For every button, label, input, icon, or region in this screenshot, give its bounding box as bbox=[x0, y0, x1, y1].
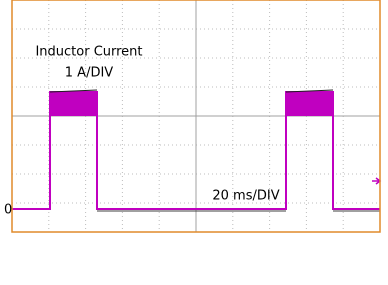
ripple-edge bbox=[285, 89, 334, 93]
scope-frame bbox=[11, 0, 381, 233]
ripple-edge bbox=[49, 89, 98, 93]
horizontal-scale: 20 ms/DIV bbox=[212, 189, 279, 204]
waveform bbox=[12, 91, 380, 210]
trace-label: Inductor Current bbox=[35, 45, 142, 60]
ripple-band bbox=[50, 92, 97, 116]
ripple-band bbox=[286, 92, 333, 116]
vertical-scale: 1 A/DIV bbox=[65, 66, 114, 81]
trace bbox=[12, 89, 380, 212]
zero-marker: 0 bbox=[4, 203, 12, 218]
